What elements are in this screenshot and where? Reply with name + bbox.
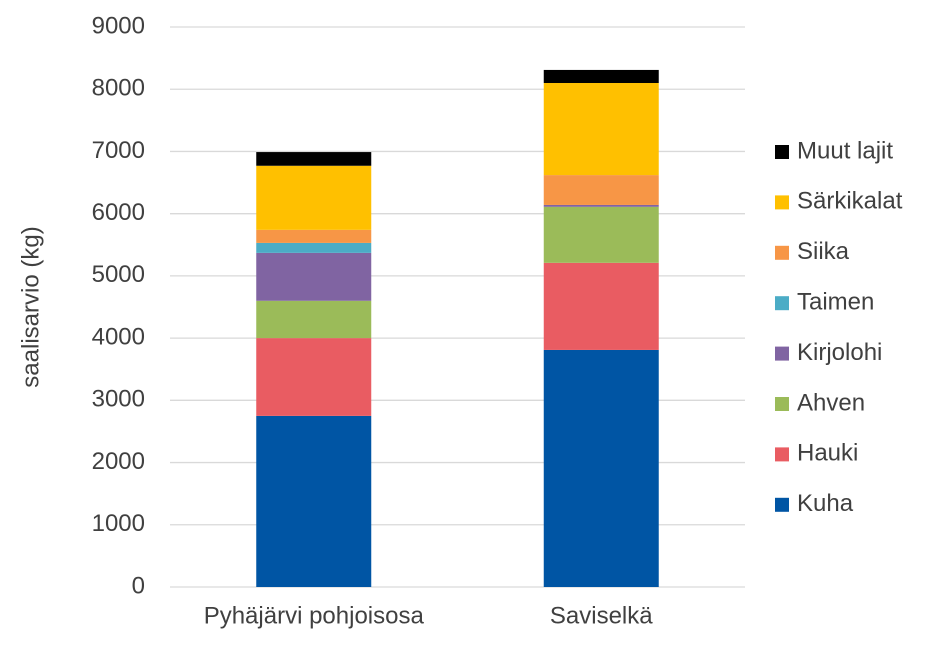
legend-swatch bbox=[775, 245, 789, 260]
bar-segment bbox=[256, 252, 372, 301]
y-tick-label: 1000 bbox=[92, 510, 145, 537]
bar-segment bbox=[543, 206, 659, 263]
legend-label: Ahven bbox=[797, 389, 865, 416]
legend-swatch bbox=[775, 195, 789, 210]
y-axis-label: saalisarvio (kg) bbox=[17, 226, 44, 387]
bar-segment bbox=[256, 300, 372, 339]
y-tick-label: 0 bbox=[132, 572, 145, 599]
bar-segment bbox=[256, 165, 372, 230]
legend-swatch bbox=[775, 296, 789, 311]
legend-swatch bbox=[775, 397, 789, 411]
bar-segment bbox=[543, 204, 659, 207]
bar-segment bbox=[256, 152, 372, 166]
bar-segment bbox=[543, 69, 659, 83]
bar-segment bbox=[256, 242, 372, 253]
x-tick-label: Pyhäjärvi pohjoisosa bbox=[204, 602, 425, 629]
bar-segment bbox=[256, 229, 372, 243]
bar-segment bbox=[256, 415, 372, 587]
y-tick-label: 3000 bbox=[92, 386, 145, 413]
y-tick-label: 9000 bbox=[92, 12, 145, 39]
bar-segment bbox=[543, 83, 659, 176]
legend-label: Taimen bbox=[797, 289, 874, 316]
legend-label: Muut lajit bbox=[797, 137, 893, 164]
y-tick-label: 4000 bbox=[92, 323, 145, 350]
legend-label: Siika bbox=[797, 238, 850, 265]
legend-swatch bbox=[775, 497, 789, 512]
bar-segment bbox=[543, 349, 659, 587]
legend-label: Kirjolohi bbox=[797, 339, 882, 366]
legend-swatch bbox=[775, 447, 789, 462]
legend-swatch bbox=[775, 346, 789, 361]
y-tick-label: 5000 bbox=[92, 261, 145, 288]
x-tick-label: Saviselkä bbox=[550, 602, 653, 629]
legend-swatch bbox=[775, 145, 789, 159]
bar-segment bbox=[543, 175, 659, 205]
bar-segment bbox=[543, 262, 659, 350]
bar-segment bbox=[256, 338, 372, 416]
y-tick-label: 2000 bbox=[92, 448, 145, 475]
y-tick-label: 6000 bbox=[92, 199, 145, 226]
legend-label: Särkikalat bbox=[797, 188, 903, 215]
y-tick-label: 7000 bbox=[92, 137, 145, 164]
legend-label: Kuha bbox=[797, 490, 854, 517]
y-tick-label: 8000 bbox=[92, 75, 145, 102]
legend-label: Hauki bbox=[797, 440, 858, 467]
